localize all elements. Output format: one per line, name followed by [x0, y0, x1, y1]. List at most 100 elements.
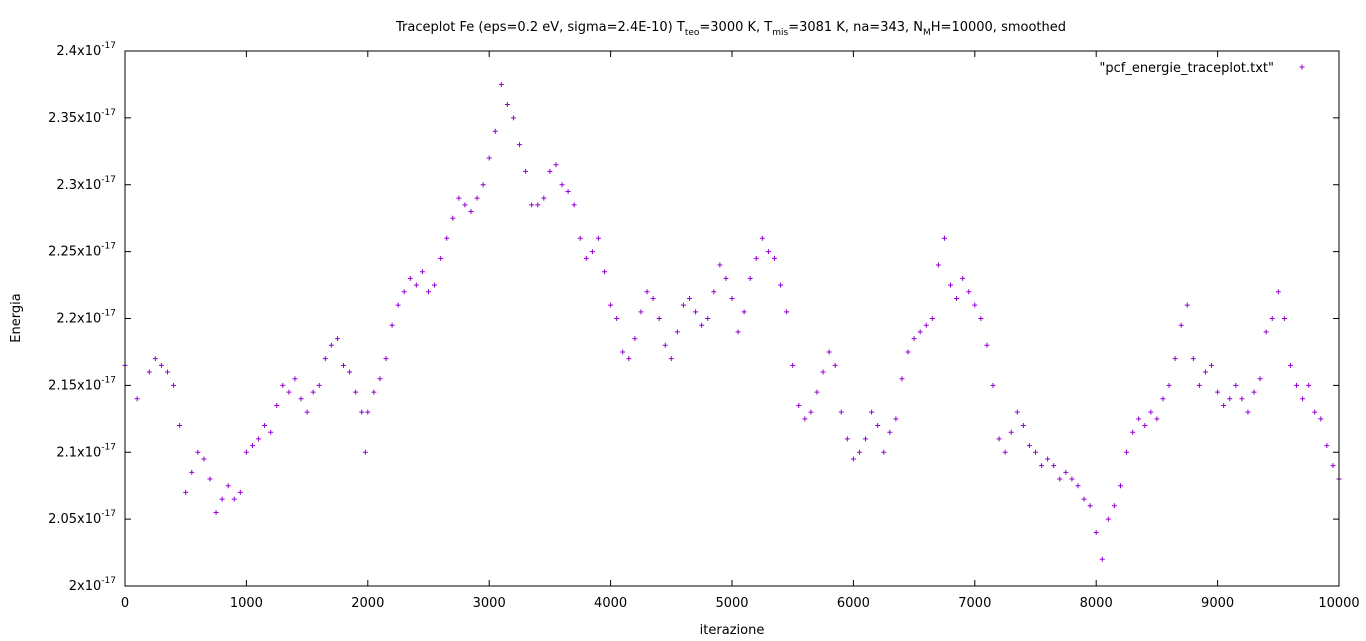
data-point [1014, 409, 1020, 415]
data-point [1160, 396, 1166, 402]
data-point [729, 295, 735, 301]
data-point [146, 369, 152, 375]
data-point [450, 215, 456, 221]
data-point [832, 362, 838, 368]
data-point [856, 449, 862, 455]
data-point [1166, 382, 1172, 388]
data-point [680, 302, 686, 308]
data-point [796, 402, 802, 408]
data-point [1221, 402, 1227, 408]
data-point [929, 316, 935, 321]
x-tick-label: 7000 [958, 596, 991, 611]
y-tick-label: 2.1x10-17 [56, 442, 116, 460]
data-point [158, 362, 164, 368]
data-point [1020, 423, 1026, 428]
data-point [517, 142, 523, 148]
data-series [122, 81, 1342, 562]
data-point [1275, 289, 1281, 295]
data-point [1227, 396, 1233, 402]
data-point [383, 356, 389, 362]
data-point [1257, 376, 1263, 382]
data-point [1281, 316, 1287, 321]
x-tick-label: 1000 [230, 596, 263, 611]
data-point [650, 295, 656, 301]
data-point [1318, 416, 1324, 422]
data-point [771, 255, 777, 261]
title-mid1: =3000 K, T [699, 20, 772, 35]
data-point [923, 322, 929, 328]
data-point [535, 202, 541, 208]
data-point [183, 489, 189, 495]
data-point [674, 329, 680, 335]
x-tick-label: 2000 [351, 596, 384, 611]
data-point [1033, 449, 1038, 455]
data-point [426, 289, 431, 295]
data-point [850, 456, 856, 462]
data-point [711, 289, 717, 295]
data-point [765, 249, 771, 255]
data-point [310, 389, 316, 395]
data-point [1075, 483, 1081, 489]
data-point [316, 382, 322, 388]
y-axis-label: Energia [9, 293, 24, 342]
chart-title: Traceplot Fe (eps=0.2 eV, sigma=2.4E-10)… [395, 20, 1066, 38]
data-point [1306, 382, 1312, 388]
y-tick-label: 2.2x10-17 [56, 309, 116, 327]
data-point [1136, 416, 1142, 422]
data-point [1184, 302, 1190, 308]
data-point [292, 376, 298, 382]
data-point [347, 369, 353, 375]
data-point [784, 309, 790, 315]
data-point [978, 316, 984, 321]
data-point [1245, 409, 1251, 415]
data-point [1172, 356, 1178, 362]
data-point [152, 356, 158, 362]
data-point [268, 429, 274, 435]
data-point [747, 275, 753, 281]
data-point [1081, 496, 1087, 502]
data-point [814, 389, 820, 395]
data-point [863, 436, 869, 442]
data-point [1008, 429, 1014, 435]
data-point [875, 423, 881, 428]
plot-frame [124, 50, 1340, 587]
data-point [274, 402, 280, 408]
data-point [504, 102, 510, 107]
data-point [1300, 396, 1306, 402]
data-point [705, 316, 711, 321]
data-point [213, 509, 219, 515]
data-point [510, 115, 516, 121]
data-point [1130, 429, 1136, 435]
data-point [1239, 396, 1245, 402]
x-axis-label: iterazione [700, 623, 765, 638]
data-point [1063, 469, 1069, 475]
data-point [547, 168, 553, 174]
data-point [1045, 456, 1051, 462]
title-mid2: =3081 K, na=343, N [788, 20, 923, 35]
x-tick-label: 10000 [1318, 596, 1359, 611]
data-point [717, 262, 723, 268]
data-point [304, 409, 310, 415]
legend: "pcf_energie_traceplot.txt" [1099, 61, 1305, 76]
data-point [1111, 503, 1117, 509]
data-point [632, 336, 638, 342]
data-point [432, 282, 438, 288]
data-point [595, 235, 601, 241]
data-point [529, 202, 535, 208]
data-point [444, 235, 450, 241]
data-point [820, 369, 826, 375]
data-point [195, 449, 201, 455]
data-point [492, 128, 498, 134]
data-point [407, 275, 413, 281]
data-point [523, 168, 529, 174]
data-point [462, 202, 468, 208]
data-point [687, 295, 693, 301]
data-point [262, 423, 268, 428]
data-point [413, 282, 419, 288]
data-point [966, 289, 972, 295]
data-point [237, 489, 243, 495]
data-point [456, 195, 462, 201]
data-point [231, 496, 237, 502]
data-point [960, 275, 966, 281]
data-point [808, 409, 814, 415]
